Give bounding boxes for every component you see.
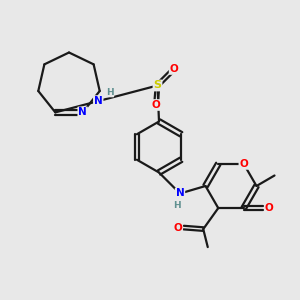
Text: O: O (152, 100, 160, 110)
Text: N: N (176, 188, 184, 199)
Text: S: S (154, 80, 161, 91)
Text: N: N (78, 107, 87, 117)
Text: O: O (169, 64, 178, 74)
Text: N: N (94, 96, 103, 106)
Text: O: O (265, 203, 274, 213)
Text: O: O (239, 159, 248, 169)
Text: H: H (106, 88, 113, 97)
Text: O: O (173, 223, 182, 232)
Text: H: H (173, 201, 181, 210)
